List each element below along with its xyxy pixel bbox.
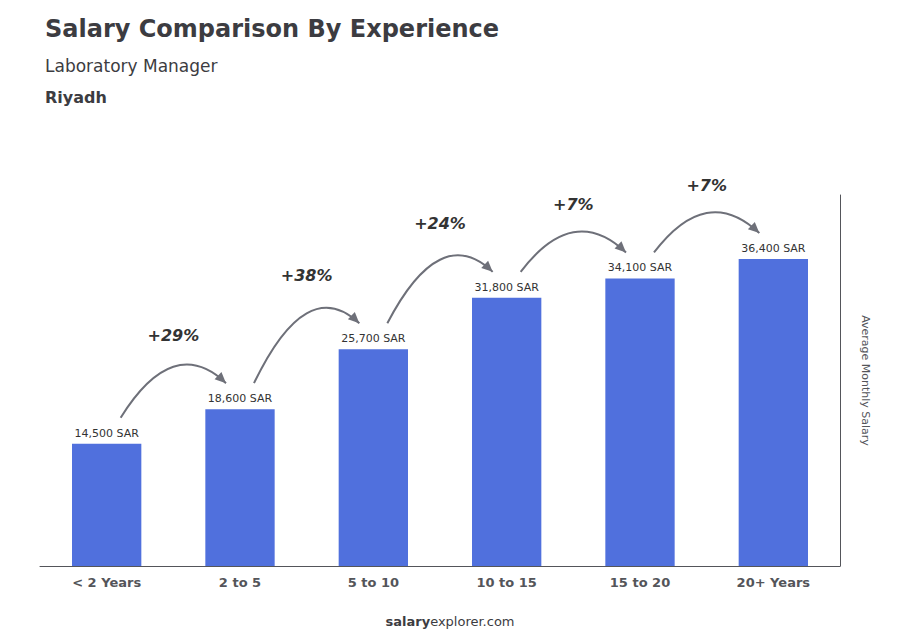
svg-text:Laboratory Manager: Laboratory Manager: [45, 56, 218, 76]
svg-text:2 to 5: 2 to 5: [219, 575, 261, 590]
svg-text:31,800 SAR: 31,800 SAR: [474, 281, 539, 294]
svg-text:+38%: +38%: [281, 266, 333, 285]
svg-text:+24%: +24%: [414, 214, 466, 233]
svg-text:10 to 15: 10 to 15: [476, 575, 536, 590]
svg-text:36,400 SAR: 36,400 SAR: [741, 242, 806, 255]
svg-text:salary: salary: [385, 614, 430, 629]
svg-text:+29%: +29%: [147, 326, 199, 345]
svg-text:< 2 Years: < 2 Years: [72, 575, 141, 590]
svg-text:5 to 10: 5 to 10: [348, 575, 399, 590]
svg-text:+7%: +7%: [686, 176, 727, 195]
svg-text:34,100 SAR: 34,100 SAR: [608, 261, 673, 274]
svg-text:Riyadh: Riyadh: [45, 88, 107, 107]
svg-text:25,700 SAR: 25,700 SAR: [341, 332, 406, 345]
svg-text:+7%: +7%: [553, 195, 594, 214]
svg-text:14,500 SAR: 14,500 SAR: [74, 427, 139, 440]
svg-text:Salary Comparison By Experienc: Salary Comparison By Experience: [45, 15, 499, 43]
svg-text:15 to 20: 15 to 20: [610, 575, 670, 590]
svg-text:explorer.com: explorer.com: [430, 614, 514, 629]
svg-text:18,600 SAR: 18,600 SAR: [208, 392, 273, 405]
svg-text:20+ Years: 20+ Years: [737, 575, 811, 590]
svg-text:Average Monthly Salary: Average Monthly Salary: [859, 315, 872, 446]
